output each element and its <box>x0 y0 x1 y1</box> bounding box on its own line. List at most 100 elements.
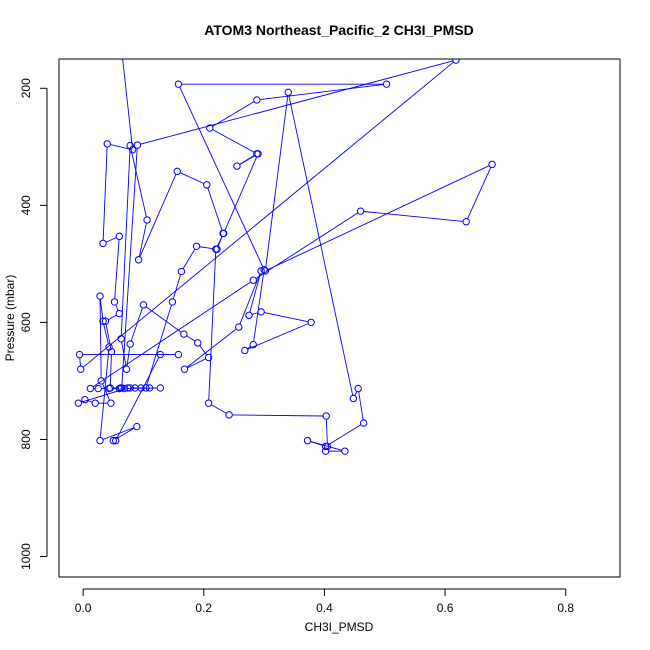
series-line-segment <box>110 144 130 150</box>
data-point <box>219 229 228 238</box>
y-tick-label: 1000 <box>19 543 33 570</box>
data-point <box>117 335 125 343</box>
data-point <box>204 353 213 362</box>
data-point <box>91 399 99 407</box>
data-point <box>349 394 358 403</box>
series-line-segment <box>467 167 492 219</box>
x-tick-label: 0.6 <box>437 601 454 615</box>
series-line-segment <box>212 129 255 153</box>
series-line-segment <box>108 314 117 321</box>
series-line-segment <box>114 239 120 299</box>
plot-frame <box>58 58 621 578</box>
series-line-segment <box>179 172 205 184</box>
series-line-segment <box>253 272 265 342</box>
data-point <box>96 436 104 445</box>
data-point <box>249 276 257 284</box>
data-point <box>174 80 183 88</box>
y-tick-label: 800 <box>19 429 33 449</box>
data-point <box>254 150 262 158</box>
data-point <box>253 96 261 104</box>
data-point <box>101 317 110 325</box>
x-tick-label: 0.8 <box>557 601 574 615</box>
data-point <box>180 330 188 338</box>
data-point <box>86 384 95 393</box>
data-point <box>75 350 84 359</box>
data-point <box>452 59 460 64</box>
data-point <box>341 447 349 455</box>
data-point <box>233 162 241 170</box>
data-point <box>126 141 134 150</box>
series-line-segment <box>102 427 134 440</box>
data-point <box>235 323 243 331</box>
data-point <box>284 88 292 97</box>
data-point <box>245 311 253 320</box>
series-line-segment <box>207 187 223 231</box>
data-point <box>109 436 117 445</box>
series-line-segment <box>208 252 217 400</box>
data-point <box>382 80 391 88</box>
series-line-segment <box>211 404 227 414</box>
series-line-segment <box>79 357 81 367</box>
series-line-segment <box>363 211 464 222</box>
plot-area <box>74 59 496 455</box>
data-point <box>307 318 315 327</box>
x-tick-label: 0.0 <box>75 601 92 615</box>
data-point <box>133 422 141 431</box>
series-line-segment <box>126 347 131 367</box>
series-line-segment <box>187 358 206 369</box>
data-point <box>131 384 139 392</box>
series-line-segment <box>99 299 102 378</box>
series-line-segment <box>259 84 384 101</box>
series-line-segment <box>99 350 110 438</box>
data-point <box>118 384 126 392</box>
data-point <box>156 350 165 359</box>
series-line-segment <box>130 148 147 217</box>
series-line-segment <box>122 59 133 147</box>
y-tick-label: 200 <box>19 78 33 98</box>
series-line-segment <box>325 419 328 444</box>
series-line-segment <box>182 248 196 269</box>
data-point <box>122 365 131 373</box>
y-tick-label: 400 <box>19 195 33 215</box>
series-line-segment <box>87 400 93 403</box>
series-line-segment <box>186 335 196 342</box>
series-line-segment <box>265 95 289 268</box>
series-line-segment <box>239 155 256 165</box>
data-point <box>249 340 257 349</box>
data-point <box>110 298 119 306</box>
data-point <box>177 267 186 276</box>
data-point <box>356 207 365 215</box>
data-point <box>94 384 102 393</box>
data-point <box>139 301 148 309</box>
data-point <box>134 256 143 264</box>
data-point <box>180 365 189 373</box>
data-point <box>321 447 330 455</box>
y-tick-label: 600 <box>19 312 33 332</box>
series-line-segment <box>232 414 324 417</box>
series-line-segment <box>328 424 362 446</box>
series-line-segment <box>354 391 358 396</box>
series-line-segment <box>358 391 364 420</box>
series-line-segment <box>247 323 309 350</box>
data-point <box>462 218 470 226</box>
data-point <box>168 298 177 306</box>
series-line-segment <box>247 346 251 350</box>
data-point <box>112 436 120 445</box>
series-lines <box>79 59 492 452</box>
series-line-segment <box>120 148 131 336</box>
data-point <box>103 140 111 148</box>
series-line-segment <box>102 147 108 241</box>
series-line-segment <box>140 60 453 145</box>
data-point <box>225 411 233 419</box>
series-line-segment <box>179 86 264 267</box>
series-line-segment <box>288 95 354 396</box>
series-line-segment <box>103 324 109 344</box>
series-line-segment <box>82 61 454 368</box>
data-point <box>206 124 214 132</box>
data-point <box>241 346 249 355</box>
data-point <box>74 399 83 407</box>
data-point <box>115 232 124 241</box>
series-line-segment <box>116 357 160 438</box>
data-point <box>261 267 270 275</box>
series-line-segment <box>239 273 261 325</box>
